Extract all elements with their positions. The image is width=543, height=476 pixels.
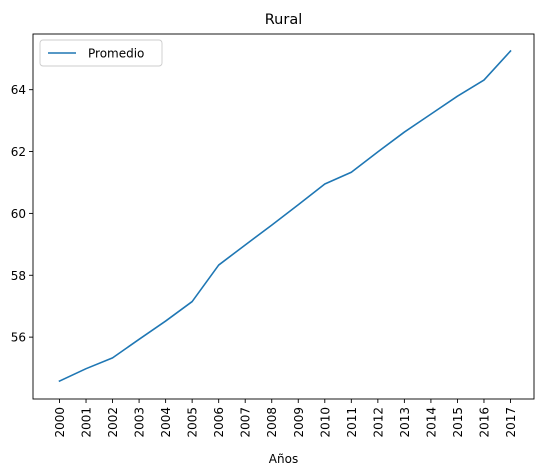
x-tick-label: 2003 <box>133 407 147 438</box>
legend-box <box>39 39 163 67</box>
y-tick-label: 58 <box>11 269 26 283</box>
y-tick-label: 60 <box>11 207 26 221</box>
x-tick-label: 2017 <box>504 407 518 438</box>
x-tick-label: 2012 <box>371 407 385 438</box>
x-tick-label: 2014 <box>424 407 438 438</box>
x-tick-label: 2002 <box>106 407 120 438</box>
x-axis-label: Años <box>269 452 298 466</box>
chart-title: Rural <box>265 12 303 28</box>
x-axis: 2000 2001 2002 2003 2004 2005 2006 2007 2008 2009… <box>53 399 518 438</box>
x-tick-label: 2010 <box>318 407 332 438</box>
x-tick-label: 2006 <box>212 407 226 438</box>
plot-frame <box>32 33 535 400</box>
x-tick-label: 2011 <box>345 407 359 438</box>
y-tick-label: 64 <box>11 83 26 97</box>
series-line-promedio <box>58 49 512 383</box>
x-tick-label: 2000 <box>53 407 67 438</box>
y-tick-label: 56 <box>11 331 26 345</box>
x-tick-label: 2015 <box>451 407 465 438</box>
x-tick-label: 2009 <box>292 407 306 438</box>
x-tick-label: 2008 <box>265 407 279 438</box>
y-tick-label: 62 <box>11 145 26 159</box>
x-tick-label: 2005 <box>186 407 200 438</box>
x-tick-label: 2016 <box>477 407 491 438</box>
x-tick-label: 2013 <box>398 407 412 438</box>
x-tick-label: 2001 <box>80 407 94 438</box>
legend: Promedio <box>39 39 163 67</box>
x-tick-label: 2007 <box>239 407 253 438</box>
x-tick-label: 2004 <box>159 407 173 438</box>
legend-label-promedio: Promedio <box>88 47 144 61</box>
y-axis: 56 58 60 62 64 <box>11 83 33 345</box>
